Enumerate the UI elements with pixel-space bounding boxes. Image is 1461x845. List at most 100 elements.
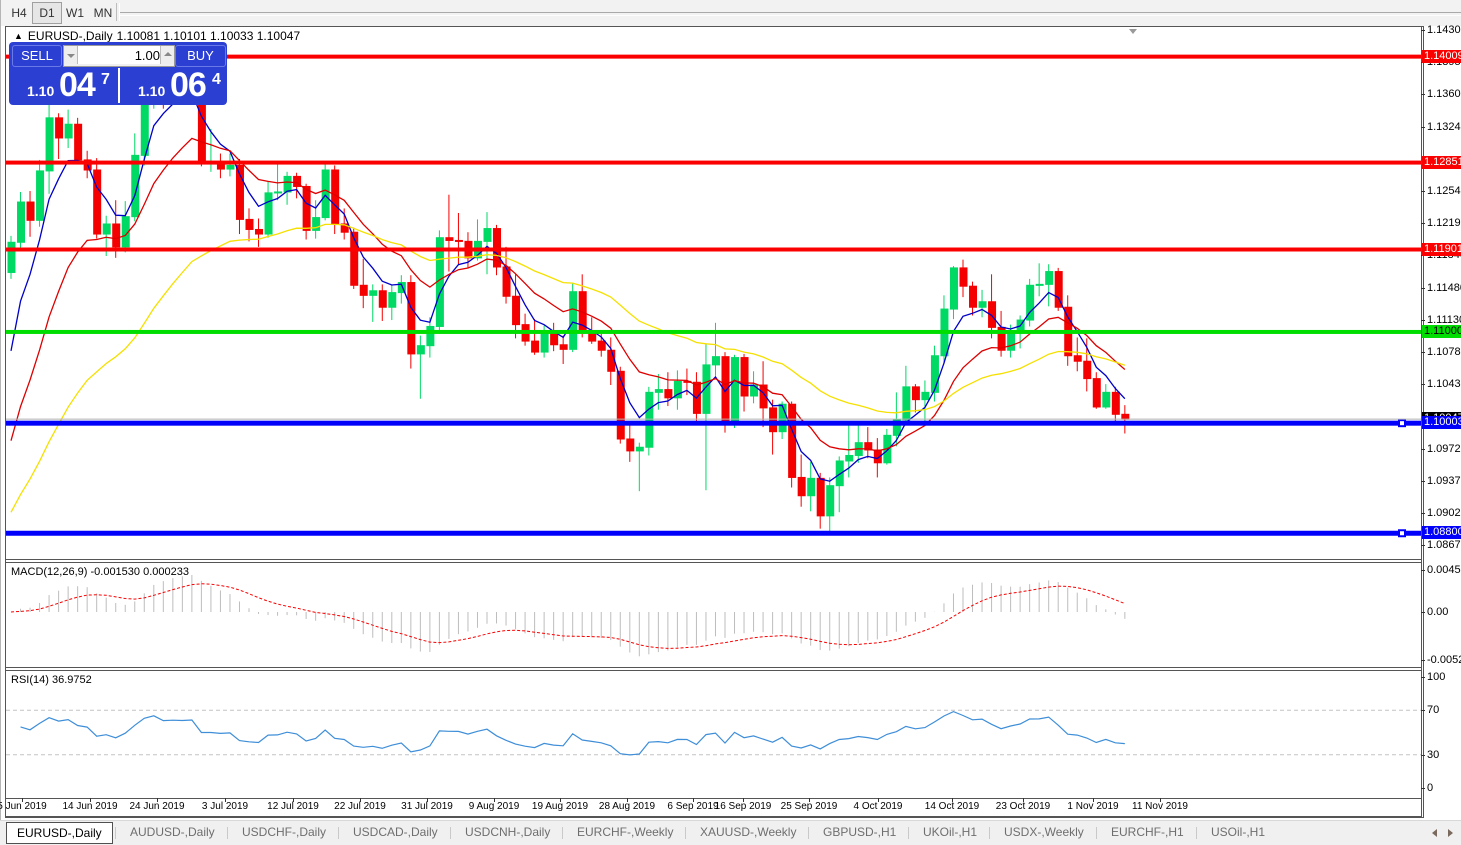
price-tag-1.10003: 1.10003 xyxy=(1422,416,1461,430)
price-axis-label: 1.12540 xyxy=(1427,185,1461,198)
rsi-axis-label: 100 xyxy=(1427,671,1446,683)
date-tick xyxy=(693,798,694,802)
tab-usdx-weekly[interactable]: USDX-,Weekly xyxy=(1004,825,1084,839)
ma-line-mid xyxy=(10,137,1126,452)
timeframe-button-mn[interactable]: MN xyxy=(93,6,113,20)
tab-separator xyxy=(115,827,116,839)
sell-button[interactable]: SELL xyxy=(12,45,62,67)
date-label: 28 Aug 2019 xyxy=(598,801,656,812)
ma-line-slow xyxy=(10,223,1126,513)
macd-axis-tick xyxy=(1421,570,1425,571)
date-tick xyxy=(225,798,226,802)
date-label: 24 Jun 2019 xyxy=(129,801,185,812)
buy-price[interactable]: 1.10 06 4 xyxy=(120,66,227,105)
timeframe-toolbar: H4 D1 W1 MN xyxy=(0,0,1461,26)
main-chart-surface[interactable] xyxy=(6,27,1421,559)
timeframe-button-d1[interactable]: D1 xyxy=(32,2,62,24)
hline-1.14009[interactable] xyxy=(6,54,1421,59)
panel-splitter-1[interactable] xyxy=(5,559,1422,560)
hline-1.12851[interactable] xyxy=(6,160,1421,165)
price-axis-tick xyxy=(1421,481,1425,483)
date-tick xyxy=(627,798,628,802)
price-axis-tick xyxy=(1421,223,1425,225)
volume-decrease-button[interactable] xyxy=(64,46,78,64)
price-axis-tick xyxy=(1421,94,1425,96)
candles xyxy=(7,55,1130,536)
hline-1.11901[interactable] xyxy=(6,247,1421,252)
price-axis-label: 1.13240 xyxy=(1427,120,1461,133)
sell-price-pip: 7 xyxy=(101,71,110,88)
date-label: 22 Jul 2019 xyxy=(334,801,386,812)
panel-splitter-1b xyxy=(5,562,1422,563)
price-axis-tick xyxy=(1421,449,1425,451)
tab-separator xyxy=(908,827,909,839)
price-tag-1.14009: 1.14009 xyxy=(1422,49,1461,63)
volume-increase-button[interactable] xyxy=(160,46,174,64)
window-left-edge xyxy=(0,0,1,844)
price-tag-1.11901: 1.11901 xyxy=(1422,242,1461,256)
hline-1.11000[interactable] xyxy=(6,329,1421,334)
panel-splitter-2[interactable] xyxy=(5,667,1422,668)
buy-price-pip: 4 xyxy=(212,71,221,88)
date-tick xyxy=(952,798,953,802)
rsi-label: RSI(14) 36.9752 xyxy=(11,674,92,686)
timeframe-button-w1[interactable]: W1 xyxy=(66,6,84,20)
tab-ukoil-h1[interactable]: UKOil-,H1 xyxy=(923,825,978,839)
price-axis-label: 1.09720 xyxy=(1427,443,1461,456)
timeframe-button-h4[interactable]: H4 xyxy=(11,6,27,20)
macd-axis-label: 0.00 xyxy=(1427,606,1449,618)
tab-scroll-right-icon[interactable] xyxy=(1448,829,1453,837)
rsi-axis-tick xyxy=(1421,788,1425,789)
date-label: 3 Jul 2019 xyxy=(201,801,249,812)
date-label: 5 Jun 2019 xyxy=(0,801,47,812)
sell-price-main: 04 xyxy=(59,66,96,104)
tab-xauusd-weekly[interactable]: XAUUSD-,Weekly xyxy=(700,825,797,839)
hline-1.08800[interactable] xyxy=(6,530,1421,536)
price-axis-label: 1.09020 xyxy=(1427,507,1461,520)
price-axis-tick xyxy=(1421,30,1425,31)
price-axis-tick xyxy=(1421,352,1425,354)
date-label: 9 Aug 2019 xyxy=(468,801,520,812)
chart-ohlc-values: 1.10081 1.10101 1.10033 1.10047 xyxy=(116,29,301,43)
macd-values: -0.001530 0.000233 xyxy=(90,566,189,578)
tab-usdcnh-daily[interactable]: USDCNH-,Daily xyxy=(465,825,551,839)
price-axis-label: 1.10780 xyxy=(1427,346,1461,359)
tab-gbpusd-h1[interactable]: GBPUSD-,H1 xyxy=(823,825,897,839)
tab-usdchf-daily[interactable]: USDCHF-,Daily xyxy=(242,825,326,839)
price-axis-tick xyxy=(1421,384,1425,386)
volume-input[interactable] xyxy=(78,46,162,64)
date-tick xyxy=(809,798,810,802)
date-label: 14 Jun 2019 xyxy=(62,801,118,812)
price-axis-label: 1.11480 xyxy=(1427,282,1461,295)
tab-eurchf-h1[interactable]: EURCHF-,H1 xyxy=(1111,825,1184,839)
tab-separator xyxy=(227,827,228,839)
date-label: 25 Sep 2019 xyxy=(780,801,838,812)
date-tick xyxy=(878,798,879,802)
price-axis-tick xyxy=(1421,320,1425,322)
tab-audusd-daily[interactable]: AUDUSD-,Daily xyxy=(130,825,215,839)
tab-eurchf-weekly[interactable]: EURCHF-,Weekly xyxy=(577,825,674,839)
rsi-value: 36.9752 xyxy=(51,674,92,686)
toolbar-separator xyxy=(116,3,120,21)
price-axis-tick xyxy=(1421,513,1425,515)
price-axis-tick xyxy=(1421,126,1425,128)
hline-1.10003[interactable] xyxy=(6,420,1421,426)
date-tick xyxy=(1093,798,1094,802)
tab-usdcad-daily[interactable]: USDCAD-,Daily xyxy=(353,825,438,839)
tab-scroll-left-icon[interactable] xyxy=(1432,829,1437,837)
buy-button[interactable]: BUY xyxy=(175,45,226,67)
triangle-down-icon xyxy=(67,54,75,58)
tab-eurusd-daily[interactable]: EURUSD-,Daily xyxy=(6,822,113,844)
date-tick xyxy=(157,798,158,802)
rsi-panel-surface[interactable] xyxy=(6,671,1421,797)
buy-price-prefix: 1.10 xyxy=(138,83,166,99)
date-tick xyxy=(1023,798,1024,802)
date-label: 6 Sep 2019 xyxy=(667,801,719,812)
macd-panel-surface[interactable] xyxy=(6,563,1421,666)
date-label: 19 Aug 2019 xyxy=(531,801,589,812)
tab-usoil-h1[interactable]: USOil-,H1 xyxy=(1211,825,1266,839)
sell-price[interactable]: 1.10 04 7 xyxy=(9,66,118,105)
date-tick xyxy=(1160,798,1161,802)
date-label: 1 Nov 2019 xyxy=(1067,801,1119,812)
tab-separator xyxy=(562,827,563,839)
